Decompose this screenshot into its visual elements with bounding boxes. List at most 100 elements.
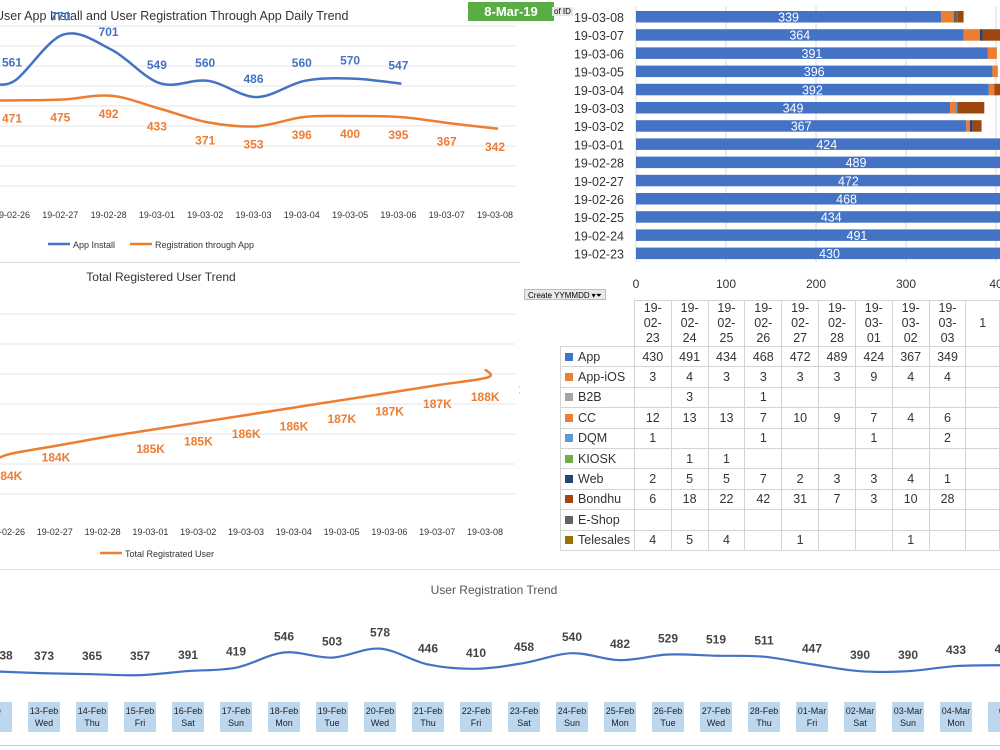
pivot-cell: 9	[854, 366, 893, 388]
bar-app	[636, 11, 942, 23]
y-tick-label: 19-02-24	[574, 229, 624, 243]
create-yymmdd-slicer[interactable]: Create YYMMDD ▾⏷	[524, 289, 606, 300]
pivot-cell	[781, 509, 820, 531]
pivot-cell: 2	[633, 468, 672, 490]
filter-dropdown-icon[interactable]: ▾⏷	[591, 291, 602, 300]
field-button-of-id[interactable]: of ID	[552, 7, 573, 16]
row-label-text: DQM	[578, 431, 608, 446]
pivot-cell: 2	[928, 427, 967, 449]
x-tick-label: 19-02-26	[0, 527, 25, 537]
x-tick-label: 19-03-08	[467, 527, 503, 537]
data-label: 410	[466, 646, 486, 660]
pivot-row-label[interactable]: Web	[560, 468, 635, 490]
pivot-row-label[interactable]: CC	[560, 407, 635, 429]
x-tick-label: 200	[806, 277, 826, 291]
pivot-cell	[965, 447, 1000, 470]
pivot-row-label[interactable]: KIOSK	[560, 447, 635, 470]
pivot-column-header[interactable]: 19-02- 24	[670, 300, 709, 347]
weekday-label: Wed	[706, 718, 726, 728]
date-label: 18-Feb	[269, 706, 299, 716]
data-label: 38	[0, 648, 13, 662]
pivot-row-label[interactable]: E-Shop	[560, 509, 635, 531]
pivot-cell	[781, 447, 820, 470]
pivot-cell	[965, 468, 1000, 490]
pivot-cell	[928, 509, 967, 531]
bar-app	[636, 83, 989, 96]
pivot-row-label[interactable]: B2B	[560, 386, 635, 409]
row-label-text: CC	[578, 410, 597, 425]
pivot-cell: 13	[670, 407, 709, 429]
data-label: 400	[340, 127, 360, 141]
pivot-row-label[interactable]: Telesales	[560, 529, 635, 551]
pivot-row: CC 12 13 13 7 10 9 7 4 6	[560, 407, 1000, 429]
pivot-cell: 2	[781, 468, 820, 490]
pivot-column-header[interactable]: 1	[965, 300, 1000, 347]
pivot-column-header[interactable]: 19-02- 27	[781, 300, 820, 347]
x-tick-label: 19-03-02	[180, 527, 216, 537]
pivot-column-header[interactable]: 19-03- 02	[891, 300, 930, 347]
pivot-cell	[744, 509, 783, 531]
pivot-cell	[670, 509, 709, 531]
pivot-cell: 349	[928, 345, 967, 368]
weekday-label: Mon	[947, 718, 965, 728]
pivot-cell: 1	[744, 386, 783, 409]
date-label: 19-Feb	[317, 706, 347, 716]
weekday-label: Mon	[275, 718, 293, 728]
y-tick-label: 19-03-02	[574, 120, 624, 134]
date-label: 20-Feb	[365, 706, 395, 716]
bar-segment	[955, 102, 958, 114]
header-line: 02	[903, 331, 918, 345]
data-label: 365	[82, 649, 102, 663]
pivot-row-label[interactable]: DQM	[560, 427, 635, 449]
date-axis-box: 19-Feb Tue	[316, 702, 348, 732]
data-label: 578	[370, 626, 390, 640]
pivot-column-header[interactable]: 19-02- 26	[744, 300, 783, 347]
data-label: 519	[706, 633, 726, 647]
bar-segment	[992, 65, 998, 78]
pivot-row: App-iOS 3 4 3 3 3 3 9 4 4	[560, 366, 1000, 388]
pivot-cell	[818, 447, 856, 470]
date-label: 13-Feb	[29, 706, 59, 716]
pivot-cell	[891, 447, 930, 470]
date-label: 25-Feb	[605, 706, 635, 716]
pivot-column-header[interactable]: 19-03- 03	[928, 300, 967, 347]
date-axis-box: 05	[988, 702, 1000, 732]
date-label: 24-Feb	[557, 706, 587, 716]
pivot-row-label[interactable]: App	[560, 345, 635, 368]
date-label: 16-Feb	[173, 706, 203, 716]
weekday-label: ue	[0, 705, 12, 717]
pivot-column-header[interactable]: 19-03- 01	[854, 300, 893, 347]
data-label: 367	[437, 134, 457, 148]
data-label: 185K	[136, 442, 165, 456]
header-line: 19-02-	[827, 301, 847, 330]
row-label-text: E-Shop	[578, 512, 620, 527]
pivot-column-header[interactable]: 19-02- 25	[707, 300, 746, 347]
bar-value-label: 472	[838, 174, 859, 188]
x-tick-label: 0	[633, 277, 640, 291]
date-axis-box: 20-Feb Wed	[364, 702, 396, 732]
pivot-row: Web 2 5 5 7 2 3 3 4 1	[560, 468, 1000, 490]
data-label: 187K	[423, 397, 452, 411]
pivot-row-label[interactable]: Bondhu	[560, 488, 635, 511]
date-axis-box: 14-Feb Thu	[76, 702, 108, 732]
pivot-cell	[854, 447, 893, 470]
data-label: 546	[274, 629, 294, 643]
pivot-cell: 434	[707, 345, 746, 368]
weekday-label: Sun	[227, 718, 244, 728]
pivot-cell: 1	[633, 427, 672, 449]
x-tick-label: 40	[989, 277, 1000, 291]
pivot-cell: 9	[818, 407, 856, 429]
pivot-column-header[interactable]: 19-02- 23	[633, 300, 672, 347]
legend-swatch	[565, 352, 573, 361]
pivot-cell: 4	[891, 468, 930, 490]
pivot-cell	[633, 509, 672, 531]
legend-swatch	[565, 454, 573, 463]
pivot-row-label[interactable]: App-iOS	[560, 366, 635, 388]
pivot-column-header[interactable]: 19-02- 28	[818, 300, 856, 347]
y-tick-label: 19-03-03	[574, 102, 624, 116]
date-label: 22-Feb	[461, 706, 491, 716]
series-line-total-registered	[0, 368, 493, 459]
y-tick-label: 19-02-23	[574, 248, 624, 262]
pivot-cell	[965, 488, 1000, 511]
weekday-label: Wed	[370, 718, 390, 728]
